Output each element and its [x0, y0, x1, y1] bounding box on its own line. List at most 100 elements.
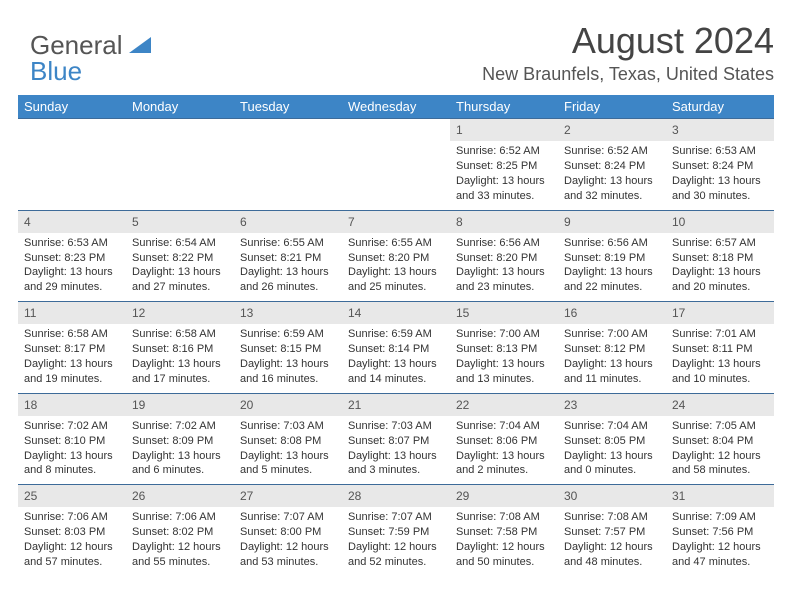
- calendar-cell: ..: [342, 119, 450, 211]
- day-body: Sunrise: 6:54 AMSunset: 8:22 PMDaylight:…: [126, 233, 234, 301]
- calendar-cell: ..: [126, 119, 234, 211]
- day-number: 19: [126, 394, 234, 416]
- day-body: Sunrise: 6:53 AMSunset: 8:23 PMDaylight:…: [18, 233, 126, 301]
- day-number: 7: [342, 211, 450, 233]
- calendar-cell: 18Sunrise: 7:02 AMSunset: 8:10 PMDayligh…: [18, 393, 126, 485]
- day-body: Sunrise: 7:00 AMSunset: 8:12 PMDaylight:…: [558, 324, 666, 392]
- day-number: 14: [342, 302, 450, 324]
- weekday-header: Sunday: [18, 95, 126, 119]
- day-number: 15: [450, 302, 558, 324]
- weekday-header: Friday: [558, 95, 666, 119]
- day-body: Sunrise: 6:52 AMSunset: 8:24 PMDaylight:…: [558, 141, 666, 209]
- day-body: Sunrise: 7:03 AMSunset: 8:07 PMDaylight:…: [342, 416, 450, 484]
- calendar-cell: 10Sunrise: 6:57 AMSunset: 8:18 PMDayligh…: [666, 210, 774, 302]
- calendar-cell: 27Sunrise: 7:07 AMSunset: 8:00 PMDayligh…: [234, 485, 342, 576]
- page-subtitle: New Braunfels, Texas, United States: [18, 64, 774, 85]
- calendar-cell: ..: [234, 119, 342, 211]
- calendar-cell: 1Sunrise: 6:52 AMSunset: 8:25 PMDaylight…: [450, 119, 558, 211]
- day-body: Sunrise: 6:55 AMSunset: 8:20 PMDaylight:…: [342, 233, 450, 301]
- day-number: 20: [234, 394, 342, 416]
- day-number: 4: [18, 211, 126, 233]
- calendar-cell: 25Sunrise: 7:06 AMSunset: 8:03 PMDayligh…: [18, 485, 126, 576]
- day-number: 25: [18, 485, 126, 507]
- day-number: 10: [666, 211, 774, 233]
- calendar-cell: 28Sunrise: 7:07 AMSunset: 7:59 PMDayligh…: [342, 485, 450, 576]
- day-body: Sunrise: 6:59 AMSunset: 8:15 PMDaylight:…: [234, 324, 342, 392]
- calendar-cell: 30Sunrise: 7:08 AMSunset: 7:57 PMDayligh…: [558, 485, 666, 576]
- calendar-cell: 6Sunrise: 6:55 AMSunset: 8:21 PMDaylight…: [234, 210, 342, 302]
- calendar-cell: 26Sunrise: 7:06 AMSunset: 8:02 PMDayligh…: [126, 485, 234, 576]
- weekday-header: Saturday: [666, 95, 774, 119]
- calendar-cell: 9Sunrise: 6:56 AMSunset: 8:19 PMDaylight…: [558, 210, 666, 302]
- calendar-cell: 23Sunrise: 7:04 AMSunset: 8:05 PMDayligh…: [558, 393, 666, 485]
- day-number: 13: [234, 302, 342, 324]
- day-body: Sunrise: 6:58 AMSunset: 8:16 PMDaylight:…: [126, 324, 234, 392]
- calendar-cell: 22Sunrise: 7:04 AMSunset: 8:06 PMDayligh…: [450, 393, 558, 485]
- day-body: Sunrise: 7:03 AMSunset: 8:08 PMDaylight:…: [234, 416, 342, 484]
- calendar-cell: ..: [18, 119, 126, 211]
- day-body: Sunrise: 6:53 AMSunset: 8:24 PMDaylight:…: [666, 141, 774, 209]
- calendar-cell: 15Sunrise: 7:00 AMSunset: 8:13 PMDayligh…: [450, 302, 558, 394]
- day-body: Sunrise: 7:00 AMSunset: 8:13 PMDaylight:…: [450, 324, 558, 392]
- day-body: Sunrise: 7:08 AMSunset: 7:57 PMDaylight:…: [558, 507, 666, 575]
- day-body: Sunrise: 6:52 AMSunset: 8:25 PMDaylight:…: [450, 141, 558, 209]
- day-number: 23: [558, 394, 666, 416]
- calendar-cell: 17Sunrise: 7:01 AMSunset: 8:11 PMDayligh…: [666, 302, 774, 394]
- day-number: 2: [558, 119, 666, 141]
- calendar-cell: 29Sunrise: 7:08 AMSunset: 7:58 PMDayligh…: [450, 485, 558, 576]
- day-body: Sunrise: 7:09 AMSunset: 7:56 PMDaylight:…: [666, 507, 774, 575]
- day-number: 29: [450, 485, 558, 507]
- day-body: Sunrise: 7:04 AMSunset: 8:06 PMDaylight:…: [450, 416, 558, 484]
- day-number: 18: [18, 394, 126, 416]
- day-number: 12: [126, 302, 234, 324]
- day-body: Sunrise: 7:07 AMSunset: 8:00 PMDaylight:…: [234, 507, 342, 575]
- day-body: Sunrise: 7:06 AMSunset: 8:02 PMDaylight:…: [126, 507, 234, 575]
- calendar-cell: 12Sunrise: 6:58 AMSunset: 8:16 PMDayligh…: [126, 302, 234, 394]
- day-number: 3: [666, 119, 774, 141]
- weekday-header: Monday: [126, 95, 234, 119]
- calendar-cell: 3Sunrise: 6:53 AMSunset: 8:24 PMDaylight…: [666, 119, 774, 211]
- calendar-cell: 7Sunrise: 6:55 AMSunset: 8:20 PMDaylight…: [342, 210, 450, 302]
- day-number: 5: [126, 211, 234, 233]
- day-number: 28: [342, 485, 450, 507]
- weekday-header: Tuesday: [234, 95, 342, 119]
- day-body: Sunrise: 7:01 AMSunset: 8:11 PMDaylight:…: [666, 324, 774, 392]
- day-body: Sunrise: 7:05 AMSunset: 8:04 PMDaylight:…: [666, 416, 774, 484]
- calendar-cell: 8Sunrise: 6:56 AMSunset: 8:20 PMDaylight…: [450, 210, 558, 302]
- day-number: 30: [558, 485, 666, 507]
- day-body: Sunrise: 6:56 AMSunset: 8:19 PMDaylight:…: [558, 233, 666, 301]
- day-number: 9: [558, 211, 666, 233]
- day-body: Sunrise: 7:04 AMSunset: 8:05 PMDaylight:…: [558, 416, 666, 484]
- calendar-cell: 11Sunrise: 6:58 AMSunset: 8:17 PMDayligh…: [18, 302, 126, 394]
- day-body: Sunrise: 6:55 AMSunset: 8:21 PMDaylight:…: [234, 233, 342, 301]
- calendar-cell: 20Sunrise: 7:03 AMSunset: 8:08 PMDayligh…: [234, 393, 342, 485]
- day-number: 24: [666, 394, 774, 416]
- calendar-cell: 21Sunrise: 7:03 AMSunset: 8:07 PMDayligh…: [342, 393, 450, 485]
- logo-text-2: Blue: [30, 56, 82, 87]
- day-body: Sunrise: 7:08 AMSunset: 7:58 PMDaylight:…: [450, 507, 558, 575]
- calendar-cell: 2Sunrise: 6:52 AMSunset: 8:24 PMDaylight…: [558, 119, 666, 211]
- weekday-header: Wednesday: [342, 95, 450, 119]
- day-body: Sunrise: 7:02 AMSunset: 8:09 PMDaylight:…: [126, 416, 234, 484]
- day-body: Sunrise: 7:02 AMSunset: 8:10 PMDaylight:…: [18, 416, 126, 484]
- day-number: 17: [666, 302, 774, 324]
- calendar-cell: 16Sunrise: 7:00 AMSunset: 8:12 PMDayligh…: [558, 302, 666, 394]
- weekday-header: Thursday: [450, 95, 558, 119]
- calendar-cell: 24Sunrise: 7:05 AMSunset: 8:04 PMDayligh…: [666, 393, 774, 485]
- calendar-cell: 5Sunrise: 6:54 AMSunset: 8:22 PMDaylight…: [126, 210, 234, 302]
- day-number: 8: [450, 211, 558, 233]
- day-body: Sunrise: 7:07 AMSunset: 7:59 PMDaylight:…: [342, 507, 450, 575]
- day-number: 16: [558, 302, 666, 324]
- calendar-cell: 19Sunrise: 7:02 AMSunset: 8:09 PMDayligh…: [126, 393, 234, 485]
- day-body: Sunrise: 6:56 AMSunset: 8:20 PMDaylight:…: [450, 233, 558, 301]
- calendar-cell: 13Sunrise: 6:59 AMSunset: 8:15 PMDayligh…: [234, 302, 342, 394]
- calendar-cell: 31Sunrise: 7:09 AMSunset: 7:56 PMDayligh…: [666, 485, 774, 576]
- day-body: Sunrise: 6:58 AMSunset: 8:17 PMDaylight:…: [18, 324, 126, 392]
- calendar-table: SundayMondayTuesdayWednesdayThursdayFrid…: [18, 95, 774, 576]
- logo-triangle-icon: [129, 35, 151, 57]
- day-number: 11: [18, 302, 126, 324]
- day-number: 1: [450, 119, 558, 141]
- day-number: 6: [234, 211, 342, 233]
- day-body: Sunrise: 7:06 AMSunset: 8:03 PMDaylight:…: [18, 507, 126, 575]
- day-number: 26: [126, 485, 234, 507]
